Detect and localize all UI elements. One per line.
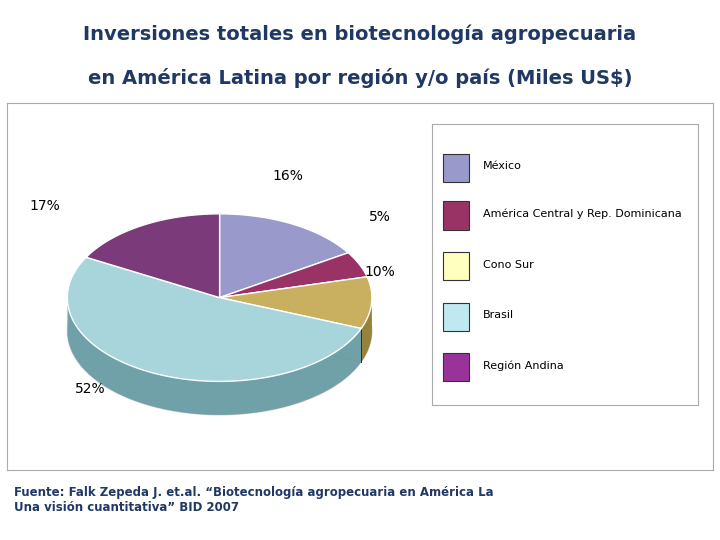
FancyBboxPatch shape bbox=[443, 353, 469, 381]
Polygon shape bbox=[220, 298, 361, 362]
Text: México: México bbox=[482, 161, 521, 171]
FancyBboxPatch shape bbox=[443, 201, 469, 229]
Text: 10%: 10% bbox=[364, 265, 395, 279]
Text: 17%: 17% bbox=[29, 199, 60, 213]
Polygon shape bbox=[86, 214, 220, 298]
Text: 16%: 16% bbox=[273, 169, 304, 183]
Polygon shape bbox=[67, 257, 361, 381]
Polygon shape bbox=[220, 277, 372, 328]
Polygon shape bbox=[220, 298, 361, 362]
Text: Fuente: Falk Zepeda J. et.al. “Biotecnología agropecuaria en América La
Una visi: Fuente: Falk Zepeda J. et.al. “Biotecnol… bbox=[14, 486, 494, 514]
Text: Brasil: Brasil bbox=[482, 310, 514, 320]
Ellipse shape bbox=[67, 247, 372, 415]
Polygon shape bbox=[68, 302, 361, 415]
FancyBboxPatch shape bbox=[443, 154, 469, 182]
Text: América Central y Rep. Dominicana: América Central y Rep. Dominicana bbox=[482, 209, 681, 219]
Text: 52%: 52% bbox=[75, 382, 105, 396]
Text: Región Andina: Región Andina bbox=[482, 360, 563, 371]
Text: 5%: 5% bbox=[369, 210, 390, 224]
Text: Cono Sur: Cono Sur bbox=[482, 260, 534, 269]
Text: en América Latina por región y/o país (Miles US$): en América Latina por región y/o país (M… bbox=[88, 68, 632, 88]
Polygon shape bbox=[220, 253, 367, 298]
Polygon shape bbox=[220, 214, 348, 298]
Polygon shape bbox=[361, 298, 372, 362]
Text: Inversión Total: USD 131.8 millones: Inversión Total: USD 131.8 millones bbox=[177, 442, 471, 457]
Text: Inversiones totales en biotecnología agropecuaria: Inversiones totales en biotecnología agr… bbox=[84, 24, 636, 44]
FancyBboxPatch shape bbox=[443, 252, 469, 280]
FancyBboxPatch shape bbox=[443, 302, 469, 330]
